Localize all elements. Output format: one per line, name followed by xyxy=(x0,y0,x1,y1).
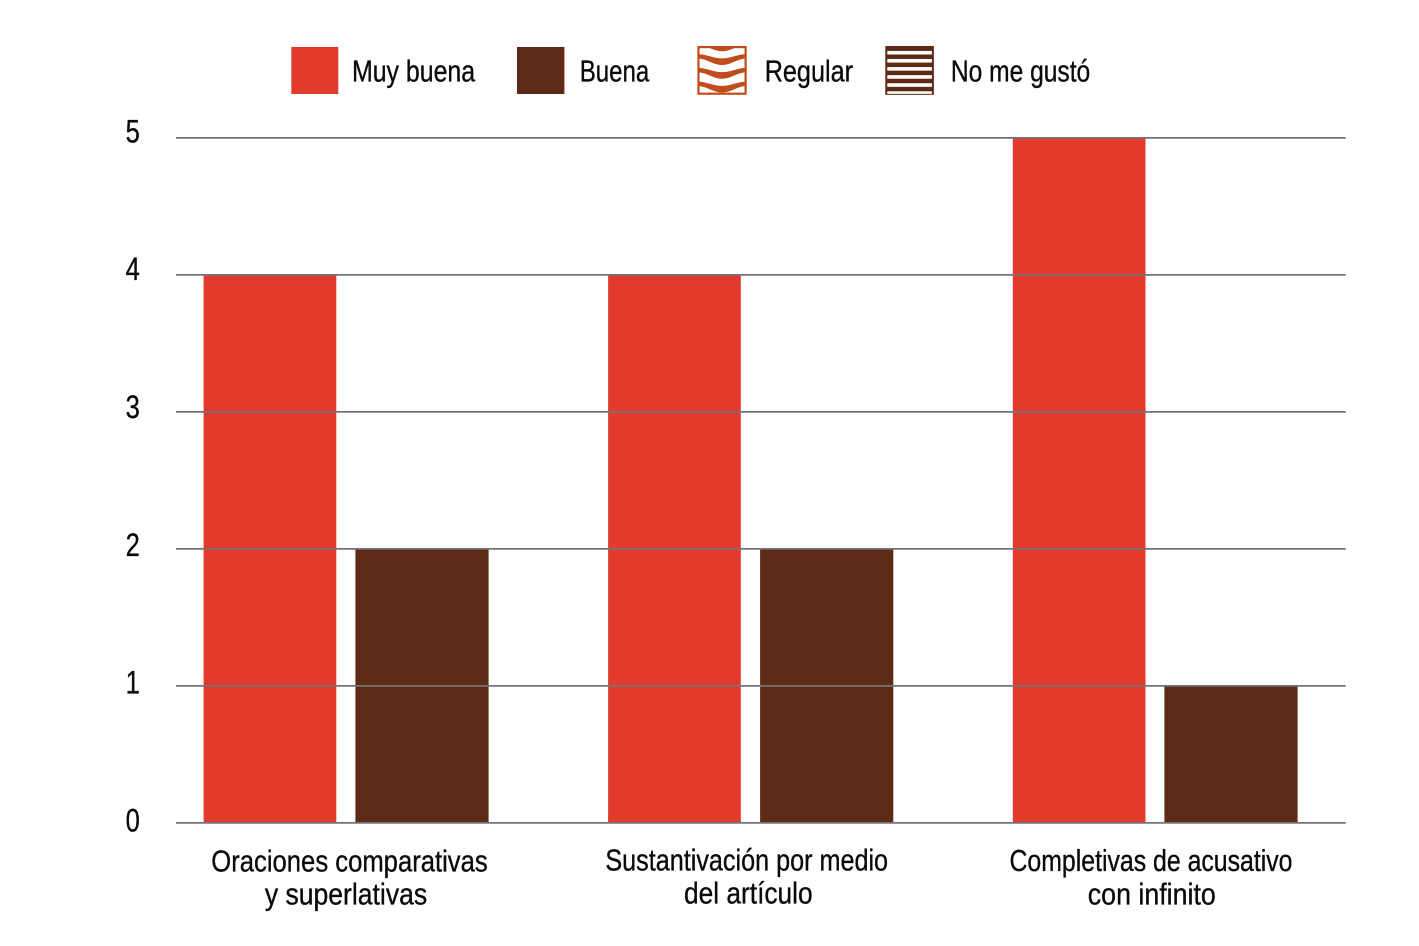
svg-text:2: 2 xyxy=(126,527,140,563)
svg-text:4: 4 xyxy=(126,251,140,287)
svg-text:Completivas de acusativo: Completivas de acusativo xyxy=(1010,843,1293,878)
svg-text:Buena: Buena xyxy=(580,54,650,89)
svg-text:Muy buena: Muy buena xyxy=(352,54,476,89)
svg-text:Sustantivación por medio: Sustantivación por medio xyxy=(605,843,888,878)
svg-text:Oraciones comparativas: Oraciones comparativas xyxy=(211,844,487,879)
svg-text:1: 1 xyxy=(126,665,140,701)
svg-text:Regular: Regular xyxy=(765,54,853,89)
svg-text:3: 3 xyxy=(126,389,140,425)
svg-text:No me gustó: No me gustó xyxy=(951,54,1090,89)
svg-text:con infinito: con infinito xyxy=(1088,877,1216,912)
svg-text:0: 0 xyxy=(126,803,140,839)
svg-text:del artículo: del artículo xyxy=(684,875,813,910)
svg-text:y superlativas: y superlativas xyxy=(265,876,427,911)
svg-text:5: 5 xyxy=(126,113,140,149)
